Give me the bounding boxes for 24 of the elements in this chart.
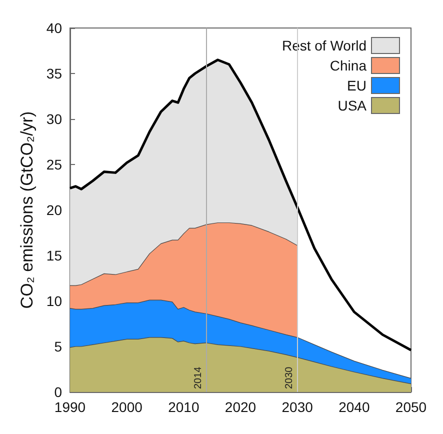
legend-label: USA — [338, 98, 368, 114]
ref-line-label: 2014 — [192, 366, 204, 389]
x-tick-label: 1990 — [54, 399, 86, 415]
y-tick-label: 35 — [46, 66, 62, 82]
x-tick-label: 2050 — [395, 399, 427, 415]
x-tick-label: 2000 — [111, 399, 143, 415]
line-series — [68, 58, 412, 352]
y-tick-label: 15 — [46, 248, 62, 264]
y-tick-label: 30 — [46, 111, 62, 127]
y-tick-label: 0 — [54, 384, 62, 400]
y-tick-label: 25 — [46, 156, 62, 172]
y-tick-label: 10 — [46, 293, 62, 309]
legend-label: EU — [347, 78, 366, 94]
legend-label: China — [330, 58, 367, 74]
y-tick-label: 20 — [46, 202, 62, 218]
ref-line-label: 2030 — [284, 366, 295, 389]
x-tick-label: 2040 — [338, 399, 370, 415]
y-axis-title: CO₂ emissions (GtCO₂/yr) — [18, 111, 37, 309]
x-tick-label: 2010 — [168, 399, 200, 415]
y-tick-label: 40 — [46, 20, 62, 36]
legend-label: Rest of World — [282, 38, 366, 54]
y-tick-label: 5 — [54, 338, 62, 354]
x-tick-label: 2020 — [224, 399, 256, 415]
x-tick-label: 2030 — [282, 399, 314, 415]
